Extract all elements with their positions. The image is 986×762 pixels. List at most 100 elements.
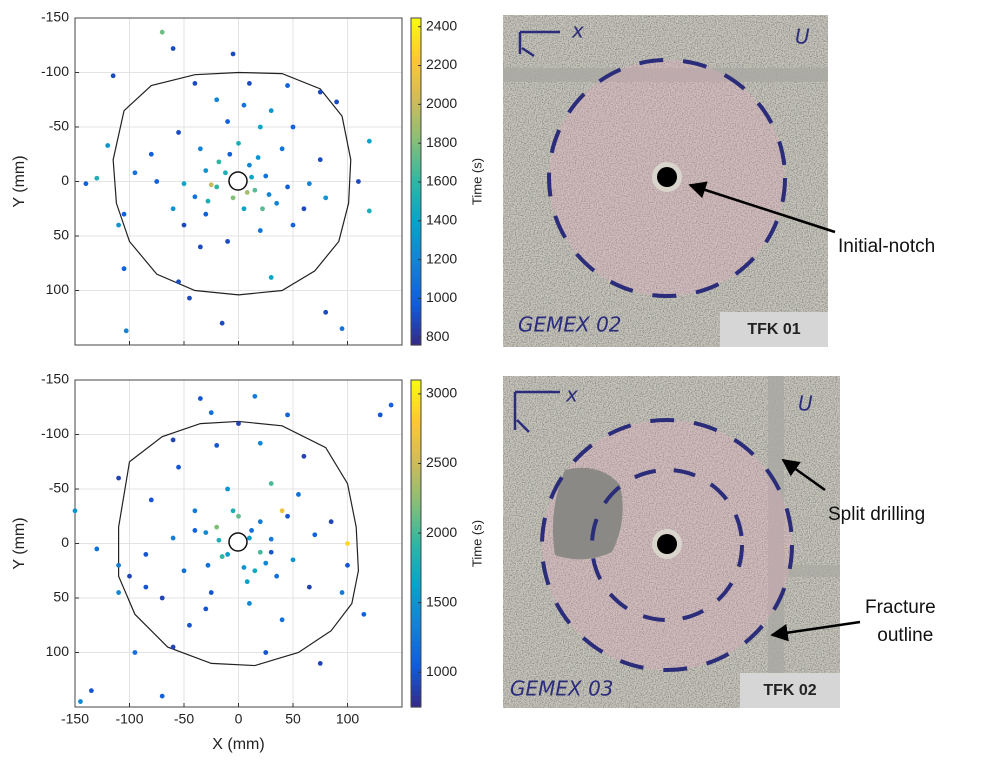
- y-tick-label: -150: [41, 371, 69, 387]
- event-point: [268, 275, 274, 280]
- colorbar-segment: [411, 208, 421, 215]
- colorbar-segment: [411, 696, 421, 703]
- event-point: [268, 108, 274, 114]
- y-tick-label: -100: [41, 425, 69, 441]
- colorbar-segment: [411, 137, 421, 144]
- event-point: [230, 195, 236, 201]
- event-point: [241, 102, 247, 108]
- colorbar-segment: [411, 192, 421, 199]
- annotation-line: outline: [872, 625, 933, 646]
- colorbar-segment: [411, 445, 421, 452]
- event-point: [247, 81, 252, 86]
- event-point: [252, 568, 258, 574]
- colorbar-tick-label: 1400: [426, 212, 457, 228]
- event-point: [225, 486, 231, 492]
- colorbar-segment: [411, 608, 421, 615]
- colorbar-segment: [411, 657, 421, 664]
- handwriting: x: [565, 383, 578, 407]
- y-axis-label: Y (mm): [11, 517, 28, 569]
- event-point: [306, 584, 312, 590]
- colorbar-segment: [411, 236, 421, 243]
- event-point: [127, 573, 132, 579]
- event-point: [205, 198, 211, 204]
- event-point: [176, 130, 181, 135]
- event-point: [244, 190, 250, 195]
- event-point: [181, 181, 187, 187]
- colorbar-segment: [411, 625, 421, 632]
- colorbar-segment: [411, 412, 421, 419]
- event-point: [236, 421, 241, 426]
- plot-frame: [74, 379, 403, 708]
- colorbar-segment: [411, 647, 421, 654]
- colorbar-label: Time (s): [469, 520, 484, 567]
- photo-label: TFK 01: [747, 321, 800, 338]
- arrow: [688, 181, 836, 234]
- colorbar-segment: [411, 527, 421, 534]
- colorbar-tick-label: 1600: [426, 173, 457, 189]
- event-point: [223, 170, 228, 176]
- colorbar-segment: [411, 598, 421, 605]
- borehole: [228, 532, 248, 552]
- handwriting: U: [795, 25, 810, 49]
- event-point: [268, 536, 274, 542]
- y-tick-label: 50: [53, 589, 69, 605]
- event-point: [279, 146, 285, 152]
- colorbar-segment: [411, 317, 421, 324]
- event-point: [121, 266, 127, 272]
- event-point: [214, 184, 220, 190]
- colorbar-segment: [411, 143, 421, 150]
- y-tick-label: 0: [61, 172, 69, 188]
- x-tick-label: 50: [285, 711, 301, 727]
- colorbar-segment: [411, 181, 421, 188]
- colorbar-segment: [411, 339, 421, 346]
- event-point: [219, 320, 225, 326]
- colorbar-tick-label: 2000: [426, 95, 457, 111]
- colorbar-segment: [411, 274, 421, 281]
- colorbar-segment: [411, 39, 421, 46]
- colorbar-segment: [411, 197, 421, 204]
- event-point: [285, 184, 290, 190]
- event-point: [301, 453, 307, 459]
- colorbar-segment: [411, 203, 421, 210]
- event-point: [290, 557, 296, 563]
- colorbar-segment: [411, 99, 421, 106]
- plot: -150 -100 -50 0 50 100 Y (mm) 800 1000 1200 1400 16…: [11, 9, 484, 346]
- event-point: [345, 541, 350, 546]
- colorbar-tick-label: 1800: [426, 134, 457, 150]
- colorbar-segment: [411, 165, 421, 172]
- colorbar-segment: [411, 521, 421, 528]
- event-point: [116, 222, 121, 228]
- colorbar-segment: [411, 241, 421, 248]
- x-axis-label: X (mm): [212, 736, 264, 753]
- event-point: [203, 168, 209, 174]
- colorbar-segment: [411, 679, 421, 686]
- colorbar-tick-label: 1200: [426, 250, 457, 266]
- event-point: [176, 279, 181, 285]
- annotation: Fracture outline: [865, 597, 936, 646]
- event-point: [230, 51, 236, 57]
- event-point: [203, 530, 209, 535]
- event-point: [170, 437, 176, 443]
- colorbar-segment: [411, 170, 421, 177]
- colorbar-segment: [411, 472, 421, 479]
- event-point: [214, 443, 220, 448]
- event-point: [121, 211, 127, 217]
- colorbar-segment: [411, 499, 421, 506]
- colorbar-segment: [411, 34, 421, 41]
- annotation-line: Fracture: [865, 597, 936, 618]
- event-point: [225, 552, 231, 557]
- colorbar-segment: [411, 532, 421, 539]
- colorbar-segment: [411, 418, 421, 425]
- event-point: [94, 175, 100, 181]
- event-point: [247, 535, 252, 541]
- event-point: [214, 524, 220, 530]
- colorbar-segment: [411, 94, 421, 101]
- colorbar-segment: [411, 592, 421, 599]
- event-point: [301, 206, 307, 212]
- colorbar-segment: [411, 554, 421, 561]
- colorbar-frame: [410, 379, 422, 708]
- fracture-outline: [112, 71, 352, 296]
- colorbar-segment: [411, 581, 421, 588]
- event-point: [356, 179, 361, 184]
